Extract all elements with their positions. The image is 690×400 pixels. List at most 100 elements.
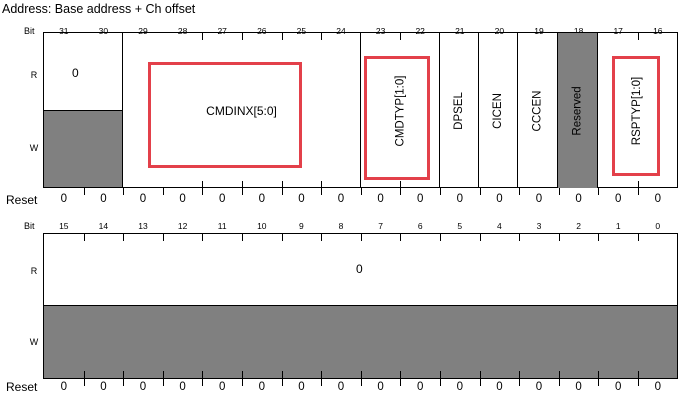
bit-tick (202, 234, 203, 241)
bit-tick (598, 188, 599, 195)
bit-tick (440, 379, 441, 386)
bit-number: 17 (613, 26, 623, 36)
bit-tick (440, 234, 441, 241)
bit-tick (400, 234, 401, 241)
reset-value: 0 (535, 381, 543, 393)
lower-write-reserved (44, 306, 677, 378)
bit-number: 16 (653, 26, 663, 36)
reset-value: 0 (456, 193, 463, 205)
reset-value: 0 (416, 381, 424, 393)
lower-rw-divider (44, 305, 677, 306)
bit-tick (123, 234, 124, 241)
bit-tick (202, 33, 203, 40)
highlight-box-cmdtyp (364, 56, 430, 180)
read-label-upper: R (30, 70, 38, 80)
reset-value: 0 (337, 381, 345, 393)
bit-number: 31 (59, 26, 69, 36)
bit-tick (559, 188, 560, 195)
bit-number: 19 (534, 26, 544, 36)
reset-value: 0 (575, 381, 582, 393)
highlight-box-rsptyp (612, 56, 660, 176)
bit-number: 6 (417, 221, 423, 231)
bit-tick (480, 379, 481, 386)
reset-value: 0 (337, 193, 345, 205)
divider-21 (439, 33, 440, 188)
bit-number: 27 (217, 26, 227, 36)
reset-value: 0 (179, 193, 186, 205)
field-reserved-label: Reserved (571, 85, 584, 136)
bit-tick (163, 371, 164, 378)
bit-number: 8 (338, 221, 344, 231)
bit-number: 13 (138, 221, 148, 231)
bit-tick (282, 371, 283, 378)
field-reserved: Reserved (558, 33, 597, 188)
bit-tick (361, 371, 362, 378)
bit-tick (480, 188, 481, 195)
bit-tick (123, 188, 124, 195)
bit-tick (321, 188, 322, 195)
bit-tick (242, 371, 243, 378)
divider-23 (360, 33, 361, 188)
bit-tick (202, 188, 203, 195)
reset-value: 0 (298, 193, 305, 205)
reset-value: 0 (218, 193, 226, 205)
lower-read-value: 0 (356, 262, 363, 276)
bit-number: 26 (257, 26, 267, 36)
bit-tick (163, 379, 164, 386)
bit-tick (480, 234, 481, 241)
bit-number: 1 (615, 221, 621, 231)
bit-tick (519, 371, 520, 378)
divider-19 (517, 33, 518, 188)
bit-number: 23 (375, 26, 386, 36)
reset-value: 0 (100, 193, 107, 205)
bit-tick (242, 33, 243, 40)
bit-label-upper: Bit (24, 26, 35, 36)
bit-tick (598, 234, 599, 241)
bit-number: 3 (536, 221, 542, 231)
bit-tick (361, 188, 362, 195)
bit-tick (519, 379, 520, 386)
reset-value: 0 (654, 193, 661, 205)
bit-tick (638, 379, 639, 386)
bit-number: 18 (573, 26, 584, 36)
bit-tick (84, 234, 85, 241)
bit-tick (202, 181, 203, 188)
bit-number: 12 (177, 221, 188, 231)
bit-tick (400, 379, 401, 386)
field-cicen: CICEN (479, 33, 517, 188)
bit-tick (559, 379, 560, 386)
bit-number: 15 (59, 221, 69, 231)
bit-number: 10 (257, 221, 267, 231)
bit-tick (480, 371, 481, 378)
bit-tick (440, 371, 441, 378)
bit-tick (282, 379, 283, 386)
reset-label-upper: Reset (6, 193, 38, 207)
reset-value: 0 (614, 193, 622, 205)
bit-tick (282, 234, 283, 241)
reset-value: 0 (416, 193, 424, 205)
bit-tick (638, 371, 639, 378)
bit-tick (321, 234, 322, 241)
divider-29 (122, 33, 123, 188)
bit-number: 21 (455, 26, 465, 36)
field-dpsel: DPSEL (440, 33, 478, 188)
bit-tick (84, 371, 85, 378)
reset-value: 0 (139, 381, 147, 393)
reset-value: 0 (456, 381, 463, 393)
bit-tick (202, 371, 203, 378)
field-cccen-label: CCCEN (531, 90, 544, 131)
bit-number: 5 (457, 221, 463, 231)
reset-value: 0 (614, 381, 622, 393)
reset-value: 0 (377, 193, 384, 205)
divider-18 (557, 33, 558, 188)
field-cicen-label: CICEN (492, 92, 504, 129)
bit-tick (400, 181, 401, 188)
bit-number: 0 (655, 221, 661, 231)
bit-tick (84, 379, 85, 386)
bit-tick (84, 188, 85, 195)
bit-number: 24 (336, 26, 346, 36)
reset-value: 0 (496, 381, 503, 393)
bit-number: 30 (98, 26, 109, 36)
bit-number: 28 (177, 26, 188, 36)
upper-read-value: 0 (72, 66, 79, 80)
